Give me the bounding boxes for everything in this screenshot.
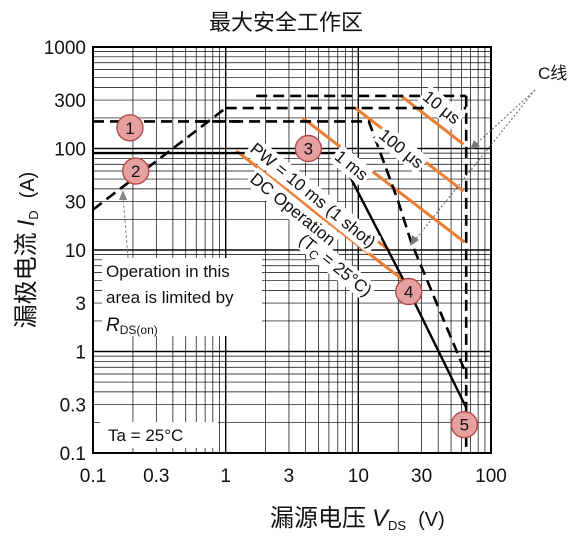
y-tick-label: 100	[54, 140, 86, 161]
rdson-annotation: Operation in this area is limited by RDS…	[102, 190, 262, 337]
pulse-label-bg	[372, 123, 430, 175]
y-tick-label: 10	[65, 241, 86, 262]
y-tick-label: 1000	[44, 38, 86, 59]
markers: 1 2 3 4 5	[116, 114, 479, 439]
series-lim1shot	[198, 120, 468, 375]
x-axis-unit: (V)	[418, 509, 445, 531]
rds-symbol: R	[106, 315, 120, 336]
x-tick-label: 30	[411, 466, 432, 487]
series-rdson	[92, 107, 227, 211]
y-axis-symbol: I	[13, 219, 40, 226]
marker-circle	[122, 157, 150, 185]
marker-label: 1	[125, 119, 134, 138]
tick-labels: 0.1 0.3 1 3 10 30 100 0.1 0.3 1 3 10 30 100 300 1000	[44, 38, 507, 487]
y-tick-label: 1	[75, 343, 86, 364]
y-axis-label-text: 漏极电流	[12, 232, 40, 328]
x-tick-label: 0.1	[80, 466, 106, 487]
x-axis-subscript: DS	[388, 518, 406, 533]
chart-title: 最大安全工作区	[209, 11, 363, 36]
x-tick-label: 10	[348, 466, 369, 487]
series-slopeDC	[235, 149, 405, 282]
x-tick-label: 100	[475, 466, 507, 487]
temperature-label: Ta = 25°C	[108, 426, 183, 445]
annotation-arrowhead	[119, 190, 127, 200]
pulse-label-bg	[328, 144, 374, 187]
y-axis-unit: (A)	[17, 172, 39, 199]
y-axis-label: 漏极电流 ID (A)	[12, 172, 41, 329]
temperature-label-box: Ta = 25°C	[100, 422, 218, 448]
marker-circle	[450, 411, 479, 439]
pulse-label-bg	[416, 84, 466, 131]
series-slope1ms	[301, 116, 466, 244]
plot-frame	[92, 46, 492, 454]
annotation-line-1: Operation in this	[106, 262, 230, 281]
x-tick-label: 3	[284, 466, 295, 487]
marker-label: 3	[304, 140, 313, 159]
callout-arrow-2	[414, 89, 536, 241]
pulse-label-0: 10 μs	[416, 84, 466, 131]
y-axis-subscript: D	[26, 210, 41, 219]
x-axis-label: 漏源电压 VDS (V)	[270, 504, 445, 533]
marker-label: 4	[404, 283, 413, 302]
y-tick-label: 30	[65, 193, 86, 214]
marker-label: 5	[460, 416, 469, 435]
x-axis-label-text: 漏源电压	[270, 504, 366, 532]
pulse-label-bg	[293, 228, 378, 303]
y-tick-label: 0.1	[60, 444, 86, 465]
marker-label: 2	[131, 162, 140, 181]
y-tick-label: 0.3	[60, 396, 86, 417]
annotation-line-2: area is limited by	[106, 288, 234, 307]
x-tick-label: 0.3	[143, 466, 169, 487]
annotation-arrow	[122, 194, 129, 259]
y-tick-label: 3	[75, 294, 86, 315]
x-axis-symbol: V	[372, 505, 390, 532]
marker-circle	[116, 114, 144, 142]
callout-arrowhead-2	[410, 235, 419, 246]
rds-subscript: DS(on)	[120, 323, 158, 337]
callout-arrow-1	[474, 89, 536, 146]
x-tick-label: 1	[220, 466, 231, 487]
marker-circle	[294, 134, 323, 163]
series-slope10us	[400, 94, 465, 146]
marker-circle	[395, 277, 423, 306]
callout-arrowhead-1	[470, 140, 480, 150]
pulse-label-bg	[244, 167, 342, 252]
pulse-label-bg	[244, 137, 382, 254]
c-line-callout: C线	[538, 64, 567, 83]
annotation-rds: RDS(on)	[106, 315, 158, 337]
grid	[92, 46, 492, 454]
y-tick-label: 300	[54, 91, 86, 112]
